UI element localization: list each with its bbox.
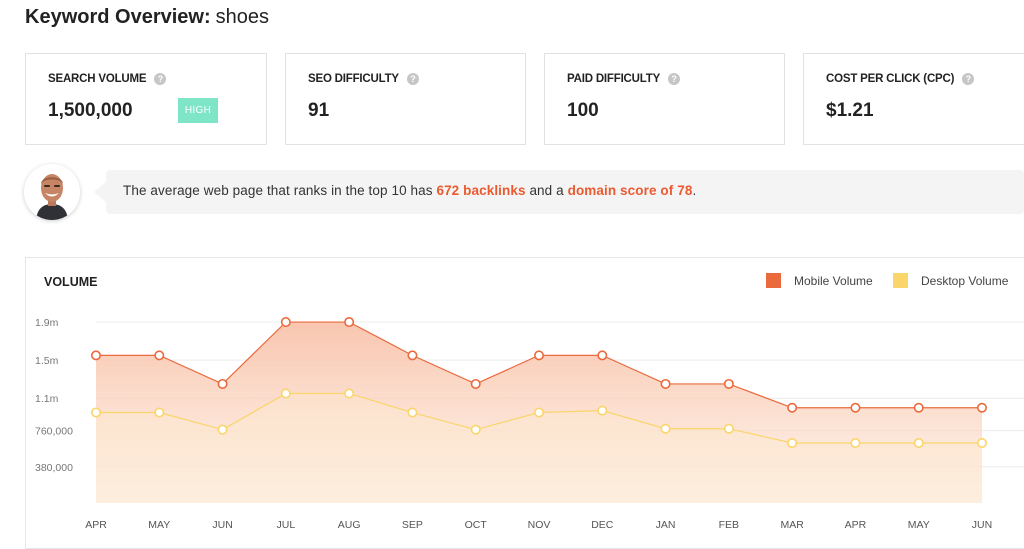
mobile-volume-point [597, 350, 608, 361]
page-title-keyword: shoes [215, 6, 269, 28]
mobile-volume-point [913, 402, 924, 413]
domain-score-highlight: domain score of 78 [567, 183, 693, 198]
mobile-volume-point [850, 402, 861, 413]
legend-desktop-label: Desktop Volume [921, 273, 1009, 288]
paid-difficulty-label-row: PAID DIFFICULTY ? [567, 73, 681, 85]
search-volume-label-row: SEARCH VOLUME ? [48, 73, 167, 85]
x-tick-label: JAN [656, 519, 676, 531]
desktop-volume-point [533, 407, 544, 418]
x-tick-label: JUL [277, 519, 296, 531]
mobile-volume-point [470, 378, 481, 389]
insight-bubble: The average web page that ranks in the t… [94, 170, 1024, 214]
x-tick-label: JUN [972, 519, 992, 531]
legend-desktop[interactable]: Desktop Volume [893, 273, 1008, 288]
paid-difficulty-card: PAID DIFFICULTY ? 100 [544, 53, 785, 145]
mobile-volume-point [723, 378, 734, 389]
x-tick-label: DEC [591, 519, 614, 531]
insight-panel: The average web page that ranks in the t… [24, 164, 1024, 220]
x-tick-label: JUN [212, 519, 232, 531]
x-tick-label: MAR [780, 519, 804, 531]
desktop-volume-point [723, 423, 734, 434]
x-tick-label: APR [845, 519, 867, 531]
mobile-volume-point [154, 350, 165, 361]
desktop-volume-point [407, 407, 418, 418]
mobile-volume-point [344, 317, 355, 328]
insight-prefix: The average web page that ranks in the t… [123, 183, 433, 198]
page-title-label: Keyword Overview: [25, 6, 211, 28]
question-circle-icon[interactable]: ? [962, 73, 975, 85]
desktop-volume-point [154, 407, 165, 418]
paid-difficulty-value: 100 [567, 100, 599, 121]
x-tick-label: MAY [148, 519, 170, 531]
avatar [24, 164, 80, 220]
mobile-volume-point [533, 350, 544, 361]
cpc-card: COST PER CLICK (CPC) ? $1.21 [803, 53, 1024, 145]
seo-difficulty-label: SEO DIFFICULTY [308, 73, 399, 85]
x-tick-label: NOV [528, 519, 551, 531]
desktop-volume-point [850, 438, 861, 449]
legend-mobile-swatch [766, 273, 781, 288]
cpc-value: $1.21 [826, 100, 874, 121]
mobile-volume-point [91, 350, 102, 361]
x-tick-label: SEP [402, 519, 423, 531]
legend-mobile-label: Mobile Volume [794, 273, 873, 288]
desktop-volume-point [660, 423, 671, 434]
mobile-volume-point [787, 402, 798, 413]
mobile-volume-point [976, 402, 987, 413]
desktop-volume-point [217, 424, 228, 435]
backlinks-highlight: 672 backlinks [436, 183, 526, 198]
y-tick-label: 1.5m [35, 355, 59, 367]
mobile-volume-point [660, 378, 671, 389]
x-tick-label: MAY [908, 519, 930, 531]
volume-chart: 380,000 760,000 1.1m 1.5m 1.9m APR MAY JUN JUL AU… [35, 317, 1024, 531]
desktop-volume-point [976, 438, 987, 449]
person-avatar-icon [24, 164, 80, 220]
cpc-label: COST PER CLICK (CPC) [826, 73, 955, 85]
search-volume-value: 1,500,000 [48, 100, 133, 121]
desktop-volume-area [96, 393, 982, 503]
question-circle-icon[interactable]: ? [668, 73, 681, 85]
question-circle-icon[interactable]: ? [406, 73, 419, 85]
x-tick-label: APR [85, 519, 107, 531]
y-tick-label: 1.1m [35, 393, 59, 405]
insight-text: The average web page that ranks in the t… [123, 183, 696, 198]
desktop-volume-point [470, 424, 481, 435]
legend-mobile[interactable]: Mobile Volume [766, 273, 873, 288]
desktop-volume-point [913, 438, 924, 449]
insight-suffix: . [692, 183, 697, 198]
chart-title: VOLUME [44, 275, 98, 289]
volume-high-badge: HIGH [178, 98, 218, 123]
search-volume-card: SEARCH VOLUME ? 1,500,000 HIGH [25, 53, 267, 145]
y-tick-label: 760,000 [35, 426, 73, 438]
question-circle-icon[interactable]: ? [154, 73, 167, 85]
desktop-volume-point [91, 407, 102, 418]
y-tick-label: 1.9m [35, 317, 59, 329]
cpc-label-row: COST PER CLICK (CPC) ? [826, 73, 975, 85]
mobile-volume-point [280, 317, 291, 328]
x-tick-label: OCT [465, 519, 488, 531]
mobile-volume-point [217, 378, 228, 389]
x-tick-label: FEB [719, 519, 739, 531]
legend-desktop-swatch [893, 273, 908, 288]
desktop-volume-point [280, 388, 291, 399]
desktop-volume-point [344, 388, 355, 399]
search-volume-label: SEARCH VOLUME [48, 73, 147, 85]
paid-difficulty-label: PAID DIFFICULTY [567, 73, 661, 85]
volume-chart-card: 380,000 760,000 1.1m 1.5m 1.9m APR MAY JUN JUL AU… [25, 257, 1024, 549]
seo-difficulty-card: SEO DIFFICULTY ? 91 [285, 53, 526, 145]
seo-difficulty-value: 91 [308, 100, 330, 121]
x-tick-label: AUG [338, 519, 361, 531]
mobile-volume-point [407, 350, 418, 361]
insight-middle: and a [529, 183, 564, 198]
y-tick-label: 380,000 [35, 462, 73, 474]
page-title: Keyword Overview: shoes [25, 6, 269, 29]
desktop-volume-point [787, 438, 798, 449]
seo-difficulty-label-row: SEO DIFFICULTY ? [308, 73, 419, 85]
desktop-volume-point [597, 405, 608, 416]
